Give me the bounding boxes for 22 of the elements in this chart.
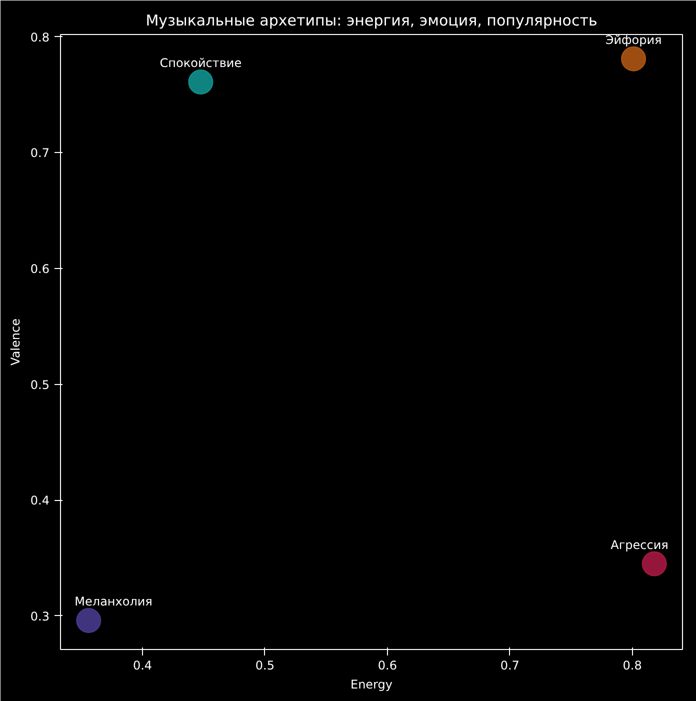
x-axis-title: Energy — [350, 678, 393, 692]
y-tick-label: 0.8 — [30, 30, 50, 44]
y-axis-title: Valence — [8, 318, 22, 366]
y-tick-label: 0.7 — [30, 146, 50, 160]
annotation: Эйфория — [605, 32, 662, 47]
point — [76, 608, 102, 634]
y-tick-label: 0.6 — [30, 262, 50, 276]
x-tick-label: 0.7 — [500, 658, 520, 672]
annotation: Агрессия — [610, 538, 668, 552]
x-tick-label: 0.4 — [132, 658, 152, 672]
annotation: Меланхолия — [74, 594, 152, 609]
y-tick-label: 0.4 — [30, 494, 50, 508]
annotation: Спокойствие — [160, 56, 242, 70]
x-tick-label: 0.5 — [255, 658, 275, 672]
point — [621, 46, 646, 72]
x-tick-label: 0.8 — [622, 658, 642, 672]
chart-title: Музыкальные архетипы: энергия, эмоция, популярность — [146, 12, 598, 30]
x-tick-label: 0.6 — [378, 658, 397, 672]
point — [642, 551, 667, 576]
y-tick-label: 0.5 — [30, 378, 50, 392]
y-tick-label: 0.3 — [30, 609, 50, 624]
point — [188, 70, 214, 94]
